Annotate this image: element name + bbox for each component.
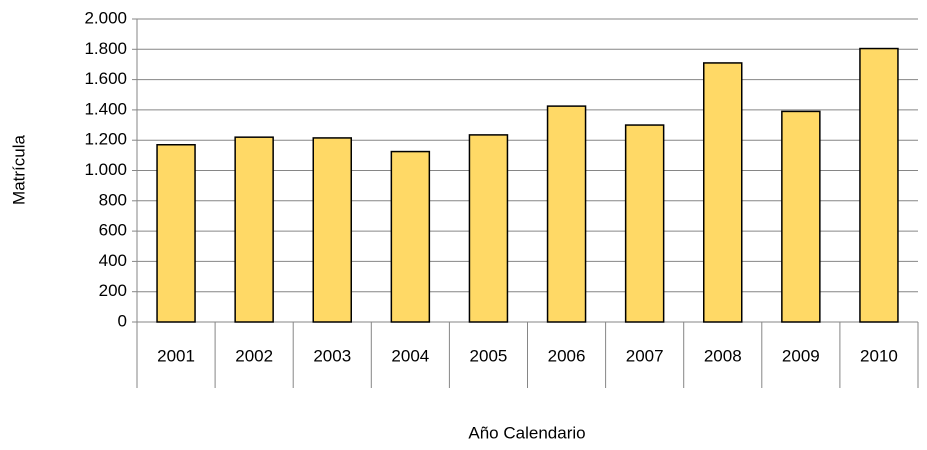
x-tick-label: 2008 [704, 346, 742, 365]
x-tick-label: 2003 [313, 346, 351, 365]
bar [390, 150, 431, 323]
x-tick-label: 2006 [548, 346, 586, 365]
bar [546, 105, 587, 323]
x-tick-label: 2007 [626, 346, 664, 365]
x-tick-label: 2005 [470, 346, 508, 365]
y-tick-label: 2.000 [84, 8, 127, 27]
y-tick-label: 1.000 [84, 160, 127, 179]
x-tick-label: 2001 [157, 346, 195, 365]
bar [468, 134, 509, 323]
y-tick-label: 400 [99, 251, 127, 270]
bar [156, 143, 196, 323]
x-tick-label: 2004 [391, 346, 429, 365]
y-axis-title: Matrícula [9, 135, 28, 205]
y-tick-label: 1.400 [84, 99, 127, 118]
x-tick-label: 2010 [860, 346, 898, 365]
x-tick-label: 2002 [235, 346, 273, 365]
y-tick-label: 800 [99, 190, 127, 209]
bar [703, 62, 743, 323]
y-tick-label: 1.800 [84, 39, 127, 58]
y-tick-label: 600 [99, 221, 127, 240]
y-tick-label: 200 [99, 281, 127, 300]
bar [859, 47, 899, 323]
y-tick-label: 0 [118, 311, 127, 330]
bar [781, 110, 821, 323]
y-tick-label: 1.200 [84, 130, 127, 149]
bar [234, 136, 274, 323]
bar [312, 137, 352, 323]
x-tick-label: 2009 [782, 346, 820, 365]
x-axis-title: Año Calendario [468, 423, 585, 442]
y-tick-label: 1.600 [84, 69, 127, 88]
bar [624, 124, 665, 323]
